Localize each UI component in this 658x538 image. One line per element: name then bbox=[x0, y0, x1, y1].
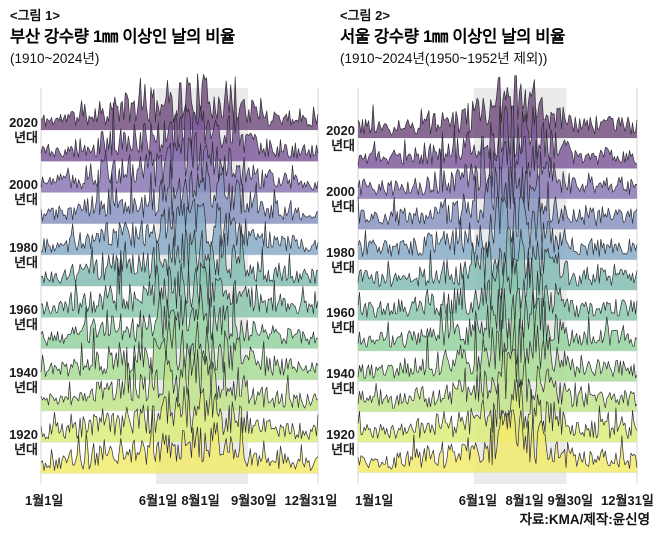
ridge-outline-busan-1910년대 bbox=[40, 408, 319, 471]
chart-busan bbox=[40, 73, 319, 484]
ridge-busan-1920년대 bbox=[41, 385, 318, 442]
figure2-title: 서울 강수량 1㎜ 이상인 날의 비율 bbox=[340, 28, 566, 47]
ridge-busan-1950년대 bbox=[41, 284, 318, 349]
x-tick-busan-6월1일: 6월1일 bbox=[138, 493, 178, 508]
ridge-outline-busan-1930년대 bbox=[40, 346, 319, 409]
ridge-seoul-1970년대 bbox=[358, 227, 637, 290]
y-label-seoul-2000년대: 2000 년대 bbox=[326, 183, 355, 214]
ridge-busan-2000년대 bbox=[41, 132, 318, 193]
ridge-outline-seoul-1940년대 bbox=[357, 318, 638, 379]
ridge-outline-seoul-1990년대 bbox=[357, 166, 638, 227]
y-label-seoul-2020년대: 2020 년대 bbox=[326, 123, 355, 153]
ridge-seoul-1960년대 bbox=[358, 258, 637, 321]
ridge-outline-seoul-2020년대 bbox=[357, 75, 638, 136]
y-label-busan-1940년대: 1940 년대 bbox=[9, 364, 38, 395]
ridge-outline-busan-1980년대 bbox=[40, 198, 319, 253]
ridge-outline-seoul-1980년대 bbox=[357, 196, 638, 257]
figure1-subtitle: (1910~2024년) bbox=[10, 50, 100, 66]
figure2-subtitle: (1910~2024년(1950~1952년 제외)) bbox=[340, 50, 548, 66]
chart-seoul bbox=[357, 75, 638, 484]
ridge-outline-seoul-1920년대 bbox=[357, 379, 638, 439]
x-tick-busan-1월1일: 1월1일 bbox=[25, 493, 64, 508]
y-label-busan-2000년대: 2000 년대 bbox=[9, 177, 38, 208]
ridge-busan-1980년대 bbox=[41, 199, 318, 255]
y-label-seoul-1920년대: 1920 년대 bbox=[326, 427, 355, 457]
ridge-busan-2010년대 bbox=[41, 103, 318, 162]
ridge-outline-seoul-1910년대 bbox=[357, 409, 638, 470]
ridge-seoul-1930년대 bbox=[358, 349, 637, 412]
ridge-outline-busan-1960년대 bbox=[40, 258, 319, 315]
ridge-busan-1960년대 bbox=[41, 258, 318, 318]
x-tick-busan-12월31일: 12월31일 bbox=[284, 493, 338, 508]
x-tick-seoul-1월1일: 1월1일 bbox=[355, 493, 394, 508]
ridge-busan-1940년대 bbox=[41, 315, 318, 380]
ridge-outline-seoul-1930년대 bbox=[357, 348, 638, 409]
figure2-tag: <그림 2> bbox=[340, 8, 390, 23]
ridge-seoul-1980년대 bbox=[358, 197, 637, 260]
ridge-busan-1930년대 bbox=[41, 346, 318, 411]
ridge-seoul-2000년대 bbox=[358, 136, 637, 199]
y-label-busan-1960년대: 1960 년대 bbox=[9, 302, 38, 333]
figure2-header: <그림 2> 서울 강수량 1㎜ 이상인 날의 비율 (1910~2024년(1… bbox=[340, 8, 565, 68]
y-label-seoul-1980년대: 1980 년대 bbox=[326, 244, 355, 275]
ridge-seoul-1940년대 bbox=[358, 318, 637, 382]
ridge-outline-seoul-2000년대 bbox=[357, 136, 638, 196]
x-tick-busan-9월30일: 9월30일 bbox=[230, 493, 277, 508]
ridge-outline-busan-2020년대 bbox=[40, 73, 319, 127]
ridge-seoul-2020년대 bbox=[358, 75, 637, 138]
ridge-outline-busan-1990년대 bbox=[40, 159, 319, 222]
ridge-outline-busan-2000년대 bbox=[40, 131, 319, 191]
x-tick-seoul-8월1일: 8월1일 bbox=[505, 493, 544, 508]
ridge-outline-busan-2010년대 bbox=[40, 102, 319, 159]
x-tick-seoul-12월31일: 12월31일 bbox=[601, 493, 654, 508]
y-label-seoul-1940년대: 1940 년대 bbox=[326, 366, 355, 397]
ridge-outline-busan-1970년대 bbox=[40, 224, 319, 284]
ridge-outline-seoul-1960년대 bbox=[357, 257, 638, 318]
ridge-busan-1990년대 bbox=[41, 159, 318, 224]
credit-text: 자료:KMA/제작:윤신영 bbox=[519, 512, 650, 527]
figure1-header: <그림 1> 부산 강수량 1㎜ 이상인 날의 비율 (1910~2024년) bbox=[10, 8, 235, 68]
ridge-busan-2020년대 bbox=[41, 73, 318, 130]
x-tick-busan-8월1일: 8월1일 bbox=[181, 493, 220, 508]
ridge-seoul-2010년대 bbox=[358, 106, 637, 169]
ridge-outline-busan-1920년대 bbox=[40, 384, 319, 440]
x-tick-seoul-9월30일: 9월30일 bbox=[547, 493, 594, 508]
y-label-busan-1980년대: 1980 년대 bbox=[9, 239, 38, 270]
y-label-busan-1920년대: 1920 년대 bbox=[9, 427, 38, 457]
ridge-busan-1970년대 bbox=[41, 224, 318, 286]
ridge-outline-seoul-1950년대 bbox=[357, 288, 638, 349]
ridge-busan-1910년대 bbox=[41, 409, 318, 474]
y-label-seoul-1960년대: 1960 년대 bbox=[326, 305, 355, 336]
ridge-outline-busan-1940년대 bbox=[40, 315, 319, 377]
ridge-outline-busan-1950년대 bbox=[40, 284, 319, 346]
x-tick-seoul-6월1일: 6월1일 bbox=[458, 493, 498, 508]
y-label-busan-2020년대: 2020 년대 bbox=[9, 115, 38, 145]
figure1-tag: <그림 1> bbox=[10, 8, 60, 23]
figure1-title: 부산 강수량 1㎜ 이상인 날의 비율 bbox=[10, 28, 236, 47]
